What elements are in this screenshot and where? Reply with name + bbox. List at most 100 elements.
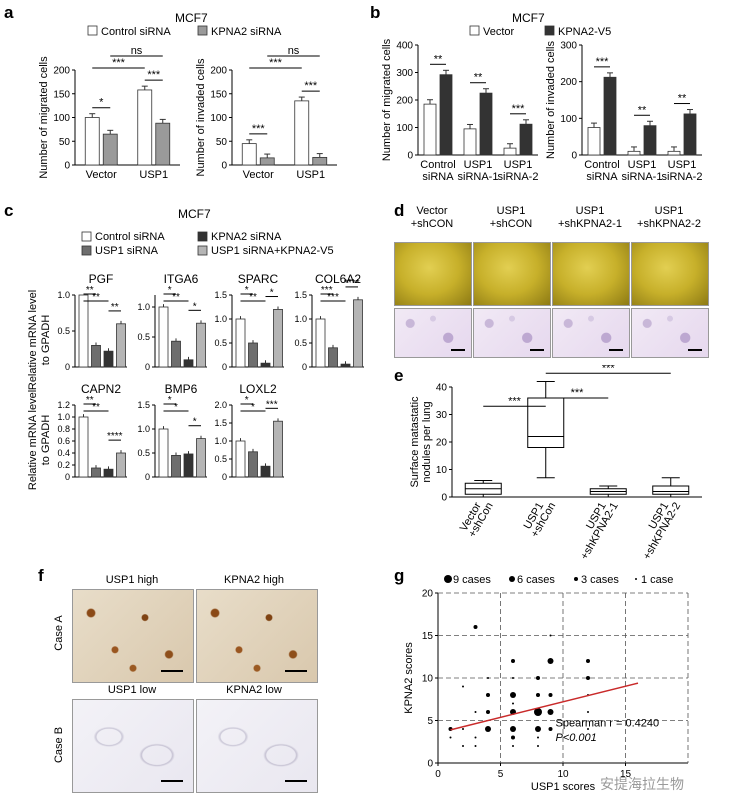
y-axis-label: Number of migrated cells <box>381 38 393 161</box>
scatter-point <box>474 736 477 739</box>
group-label: USP1 <box>497 205 526 217</box>
y-tick-label: 0 <box>65 362 70 372</box>
scatter-point <box>462 685 464 688</box>
ihc-kpna2-low <box>196 699 318 793</box>
scatter-point <box>512 702 514 705</box>
scatter-point <box>449 736 452 739</box>
lung-photo-3 <box>552 242 630 306</box>
legend-label: 3 cases <box>581 574 619 586</box>
legend: Vector KPNA2-V5 <box>469 25 611 38</box>
y-axis-label-top-1: Relative mRNA level <box>27 290 39 390</box>
scatter-point <box>485 726 491 732</box>
y-tick-label: 0 <box>222 472 227 482</box>
scatter-point <box>534 708 542 716</box>
y-tick-label: 0.5 <box>137 332 150 342</box>
sig-label: ** <box>249 292 257 303</box>
scatter-point <box>549 634 552 637</box>
x-tick-label: siRNA-2 <box>662 171 703 183</box>
panel-letter: b <box>370 3 380 22</box>
group-label: +shCON <box>490 218 533 230</box>
y-axis-label: Number of invaded cells <box>545 41 557 160</box>
scatter-point <box>587 711 589 713</box>
scatter-point <box>511 659 515 663</box>
x-tick-label: USP1 <box>504 159 533 171</box>
box <box>652 485 690 495</box>
panel-b: b MCF7 Vector KPNA2-V5 0100200300400Numbe… <box>370 3 703 183</box>
legend-swatch <box>81 245 92 256</box>
panel-letter: e <box>394 366 403 385</box>
scatter-point <box>547 658 554 664</box>
bar <box>248 451 258 478</box>
bar <box>158 428 169 478</box>
ihc-usp1-low <box>72 699 194 793</box>
sig-label: * <box>168 285 172 296</box>
bar <box>235 440 246 478</box>
x-tick-label: Control <box>584 159 619 171</box>
panel-a: a MCF7 Control siRNA KPNA2 siRNA 0 50 100 15… <box>4 3 337 181</box>
sig-label: ns <box>131 45 143 57</box>
bar <box>259 157 275 166</box>
x-tick-label: USP1 <box>464 159 493 171</box>
panel-letter: g <box>394 566 404 585</box>
x-tick-label: Vector <box>86 169 118 181</box>
x-tick-label: 5 <box>498 769 504 780</box>
y-tick-label: 1.5 <box>137 400 150 410</box>
y-tick-label: 0.4 <box>57 448 70 458</box>
watermark: 安提海拉生物 <box>600 776 684 792</box>
p-value-label: P<0.001 <box>556 732 597 744</box>
y-tick-label: 1.0 <box>137 302 150 312</box>
legend-swatch <box>544 25 555 36</box>
label-usp1-low: USP1 low <box>108 684 156 696</box>
spearman-label: Spearman r = 0.4240 <box>556 717 660 729</box>
sig-label: *** <box>269 57 283 69</box>
y-tick-label: 0 <box>571 151 577 162</box>
bar <box>463 128 477 156</box>
x-tick-label: siRNA <box>422 171 454 183</box>
sig-label: ** <box>92 402 100 413</box>
y-axis-label-bottom-1: Relative mRNA level <box>27 390 39 490</box>
bar <box>260 465 271 478</box>
scatter-point <box>474 711 477 713</box>
legend-marker <box>574 577 578 581</box>
sig-label: ** <box>86 395 94 406</box>
y-tick-label: 300 <box>396 68 413 79</box>
gene-title: SPARC <box>238 272 279 286</box>
scatter-point <box>474 745 477 747</box>
y-tick-label: 200 <box>560 77 577 88</box>
bar <box>273 309 283 368</box>
scatter-plot: 0 5 10 15 20 0 5 10 15 USP1 scores KPNA2 scores 9 c… <box>403 574 689 793</box>
y-tick-label: 0 <box>65 472 70 482</box>
panel-letter: a <box>4 3 14 22</box>
scatter-point <box>511 735 515 740</box>
gene-title: ITGA6 <box>164 272 199 286</box>
y-tick-label: 0.8 <box>57 424 70 434</box>
bar <box>171 340 181 368</box>
y-tick-label: 1.0 <box>57 412 70 422</box>
bar <box>587 127 601 156</box>
y-tick-label: 5 <box>427 716 433 727</box>
bar <box>103 350 114 368</box>
bar <box>78 294 89 368</box>
panel-d: d Vector +shCON USP1 +shCON USP1 +shKPNA2-1 US… <box>392 200 730 360</box>
panel-title: MCF7 <box>178 207 211 221</box>
label-kpna2-low: KPNA2 low <box>226 684 282 696</box>
x-tick-label: siRNA <box>586 171 618 183</box>
sig-label: ** <box>434 53 443 65</box>
y-tick-label: 300 <box>560 41 577 52</box>
y-tick-label: 0 <box>145 472 150 482</box>
bar <box>627 150 641 156</box>
y-tick-label: 1.2 <box>57 400 70 410</box>
bar <box>235 318 246 368</box>
y-tick-label: 1.0 <box>294 314 307 324</box>
y-tick-label: 400 <box>396 41 413 52</box>
sig-label: *** <box>321 285 333 296</box>
legend-label: 1 case <box>641 574 673 586</box>
sig-label: *** <box>602 365 616 374</box>
bar <box>116 452 126 478</box>
sig-label: *** <box>571 387 585 399</box>
legend-marker <box>444 575 452 583</box>
y-tick-label: 200 <box>53 66 70 77</box>
